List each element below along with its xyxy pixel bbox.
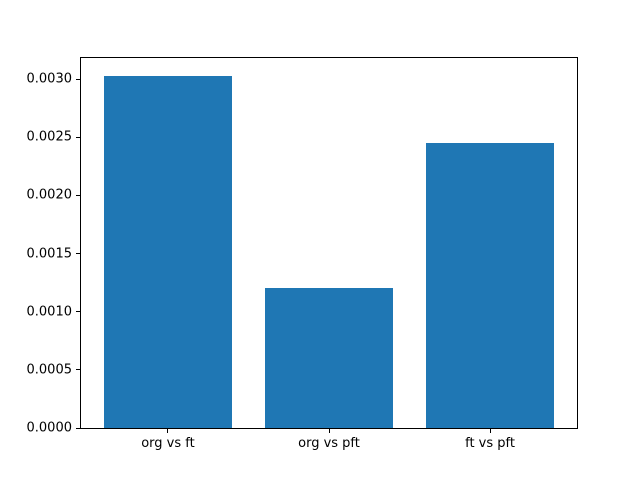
ytick-mark-0.0015 [76,253,80,255]
ytick-label-0.0020: 0.0020 [26,187,73,203]
bar-ft-vs-pft [425,143,555,428]
ytick-label-0.0010: 0.0010 [26,304,73,320]
xtick-mark-ft-vs-pft [489,429,491,433]
ytick-mark-0.0010 [76,311,80,313]
xtick-mark-org-vs-pft [328,429,330,433]
ytick-mark-0.0025 [76,136,80,138]
bar-org-vs-ft [103,75,233,428]
ytick-mark-0.0005 [76,369,80,371]
xtick-label-org-vs-pft: org vs pft [298,436,360,451]
xtick-mark-org-vs-ft [167,429,169,433]
ytick-mark-0.0000 [76,427,80,429]
ytick-mark-0.0020 [76,194,80,196]
plot-area: org vs ft org vs pft ft vs pft 0.0000 0.0005… [27,57,578,451]
ytick-label-0.0005: 0.0005 [26,362,73,378]
ytick-label-0.0025: 0.0025 [26,129,73,145]
ytick-label-0.0015: 0.0015 [26,246,73,262]
bar-org-vs-pft [264,288,394,428]
ytick-mark-0.0030 [76,78,80,80]
ytick-label-0.0030: 0.0030 [26,71,73,87]
xtick-label-ft-vs-pft: ft vs pft [465,436,515,451]
xtick-label-org-vs-ft: org vs ft [141,436,195,451]
ytick-label-0.0000: 0.0000 [26,420,73,436]
